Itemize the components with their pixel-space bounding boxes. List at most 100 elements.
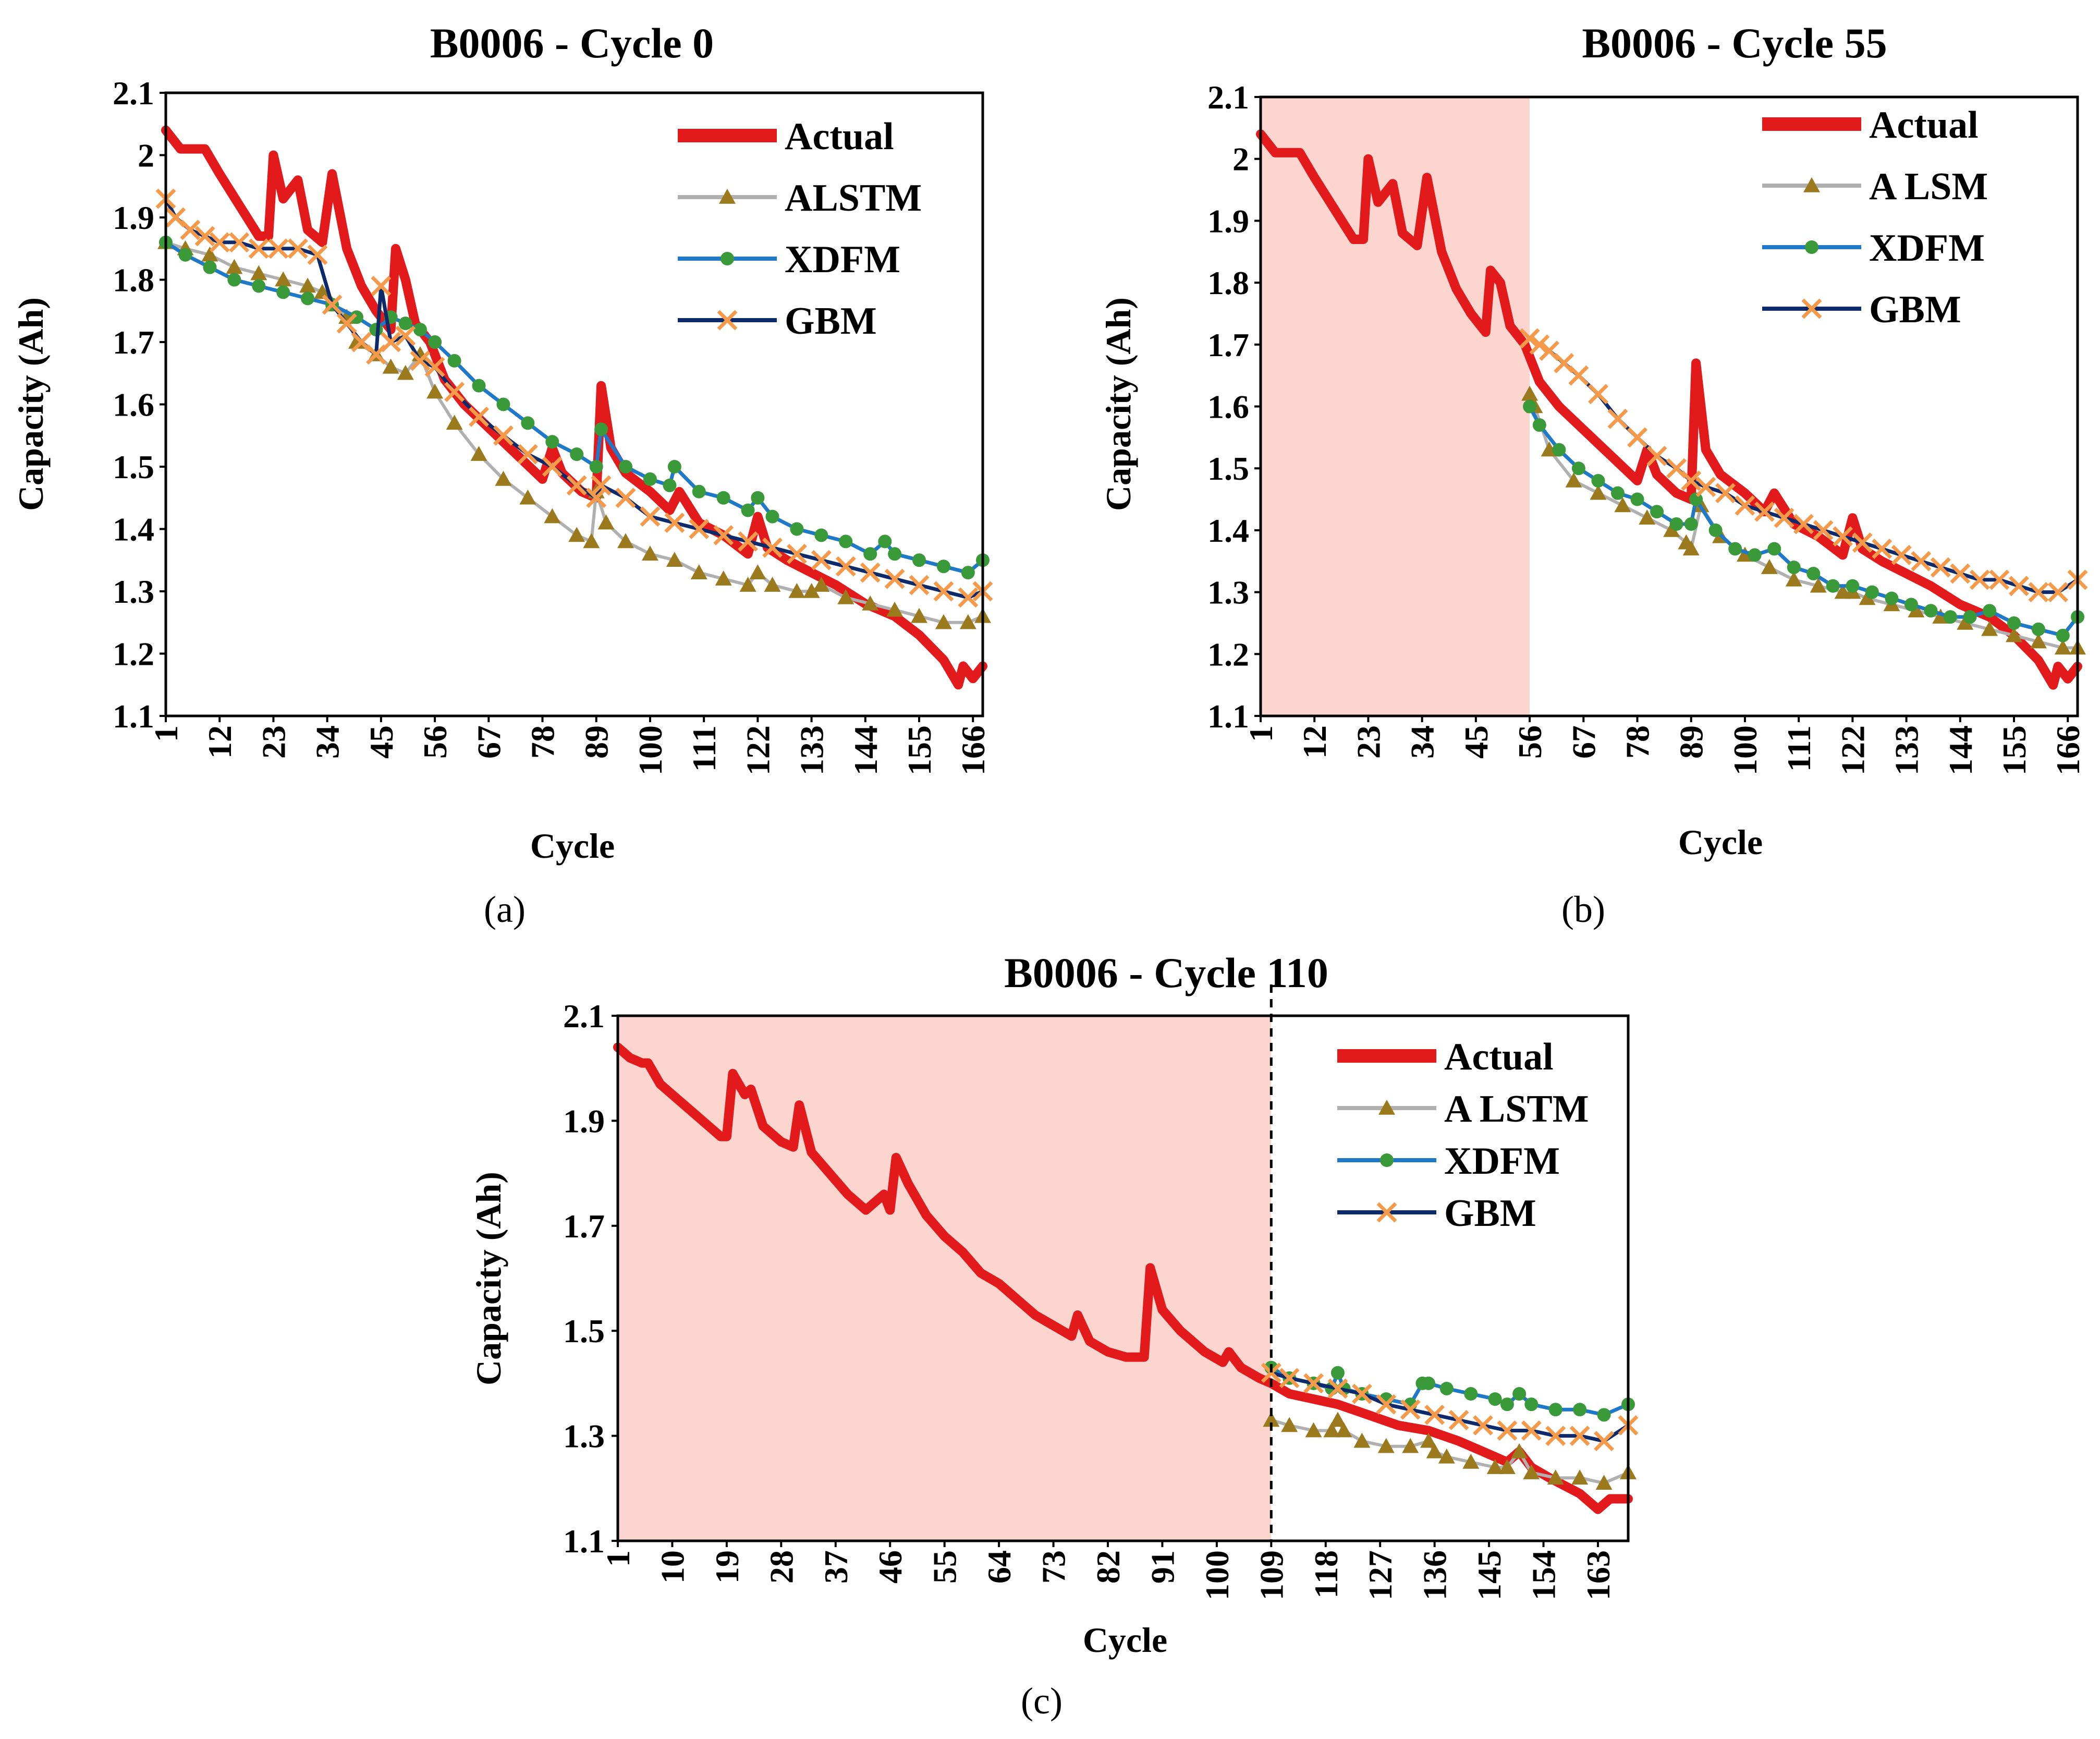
series-actual <box>1256 129 2082 690</box>
data-point <box>1904 598 1918 612</box>
data-point <box>738 531 759 552</box>
data-point <box>959 614 976 629</box>
data-point <box>1335 1422 1352 1438</box>
x-axis-label: Cycle <box>530 826 615 866</box>
data-point <box>1793 514 1814 534</box>
x-tick-label: 100 <box>632 725 669 775</box>
data-point <box>811 550 832 570</box>
y-tick-label: 1.7 <box>113 324 154 361</box>
x-tick-label: 78 <box>524 725 561 759</box>
x-tick-label: 45 <box>363 725 400 759</box>
data-point <box>1885 591 1899 605</box>
data-point <box>1595 1475 1613 1490</box>
x-tick-label: 100 <box>1199 1550 1236 1600</box>
data-point <box>813 577 830 592</box>
data-point <box>1983 604 1997 618</box>
data-point <box>447 354 461 368</box>
series-line <box>1269 1371 1630 1443</box>
x-tick-label: 144 <box>1942 725 1979 775</box>
data-point <box>739 577 756 592</box>
y-tick-label: 1.2 <box>1207 636 1249 673</box>
data-point <box>519 489 536 505</box>
data-point <box>1565 472 1582 488</box>
data-point <box>428 335 442 349</box>
data-point <box>314 284 331 299</box>
data-point <box>203 260 217 274</box>
data-point <box>1305 1422 1322 1438</box>
data-point <box>1930 557 1951 578</box>
x-tick-label: 37 <box>817 1550 854 1584</box>
data-point <box>1806 566 1821 580</box>
data-point <box>1681 470 1702 491</box>
x-tick-label: 67 <box>1565 725 1602 759</box>
series-actual <box>613 1042 1633 1514</box>
x-tick-label: 45 <box>1458 725 1495 759</box>
data-point <box>1424 1404 1445 1425</box>
data-point <box>382 358 399 374</box>
data-point <box>1329 1412 1346 1427</box>
y-tick-label: 1.8 <box>113 262 154 299</box>
x-tick-label: 12 <box>1296 725 1333 759</box>
data-point <box>521 416 535 430</box>
data-point <box>1627 427 1647 448</box>
legend-item-actual: Actual <box>1337 1036 1554 1078</box>
data-point <box>1748 548 1762 562</box>
legend-marker <box>721 252 734 265</box>
x-tick-label: 1 <box>1242 725 1279 742</box>
data-point <box>1684 517 1698 531</box>
data-point <box>1303 1373 1324 1394</box>
chart-title: B0006 - Cycle 55 <box>1582 19 1887 67</box>
data-point <box>194 226 215 247</box>
data-point <box>248 238 269 259</box>
legend-label: XDFM <box>1444 1140 1560 1183</box>
data-point <box>275 271 292 287</box>
data-point <box>641 545 658 561</box>
x-tick-label: 56 <box>417 725 454 759</box>
legend-item-alstm: ALSTM <box>678 177 922 220</box>
data-point <box>1376 1394 1397 1415</box>
data-point <box>517 444 538 465</box>
data-point <box>570 447 584 461</box>
data-point <box>1545 1426 1566 1446</box>
series-a-lstm <box>1263 1412 1637 1490</box>
y-tick-label: 1.9 <box>113 199 154 236</box>
data-point <box>201 246 218 262</box>
x-tick-label: 56 <box>1511 725 1548 759</box>
data-point <box>178 248 192 262</box>
legend-label: A LSTM <box>1444 1088 1589 1130</box>
data-point <box>619 460 633 473</box>
x-tick-label: 166 <box>2049 725 2086 775</box>
legend-label: GBM <box>1444 1192 1536 1235</box>
data-point <box>472 379 486 393</box>
x-tick-label: 89 <box>1673 725 1710 759</box>
x-tick-label: 111 <box>1780 725 1817 772</box>
data-point <box>469 406 490 427</box>
legend-marker <box>1801 298 1822 319</box>
data-point <box>410 350 431 371</box>
y-axis-label: Capacity (Ah) <box>11 297 51 511</box>
data-point <box>1754 501 1775 522</box>
data-point <box>1571 1469 1589 1485</box>
data-point <box>1810 577 1827 593</box>
y-tick-label: 2.1 <box>563 998 605 1035</box>
data-point <box>1523 1464 1540 1479</box>
data-point <box>803 583 820 598</box>
data-point <box>1426 1443 1443 1458</box>
data-point <box>886 601 904 617</box>
data-point <box>1438 1448 1455 1464</box>
data-point <box>1488 1392 1502 1406</box>
data-point <box>299 277 316 293</box>
legend-label: Actual <box>1444 1036 1554 1078</box>
y-tick-label: 2 <box>138 137 154 174</box>
data-point <box>209 232 230 253</box>
x-tick-label: 46 <box>872 1550 909 1584</box>
data-point <box>1351 1383 1372 1404</box>
y-tick-label: 1.7 <box>1207 326 1249 363</box>
data-point <box>180 220 201 240</box>
y-tick-label: 1.3 <box>113 573 154 610</box>
data-point <box>1486 1459 1504 1474</box>
data-point <box>2031 622 2045 636</box>
subfigure-caption: (a) <box>484 889 526 930</box>
y-tick-label: 2.1 <box>113 75 154 112</box>
x-tick-label: 163 <box>1580 1550 1617 1600</box>
